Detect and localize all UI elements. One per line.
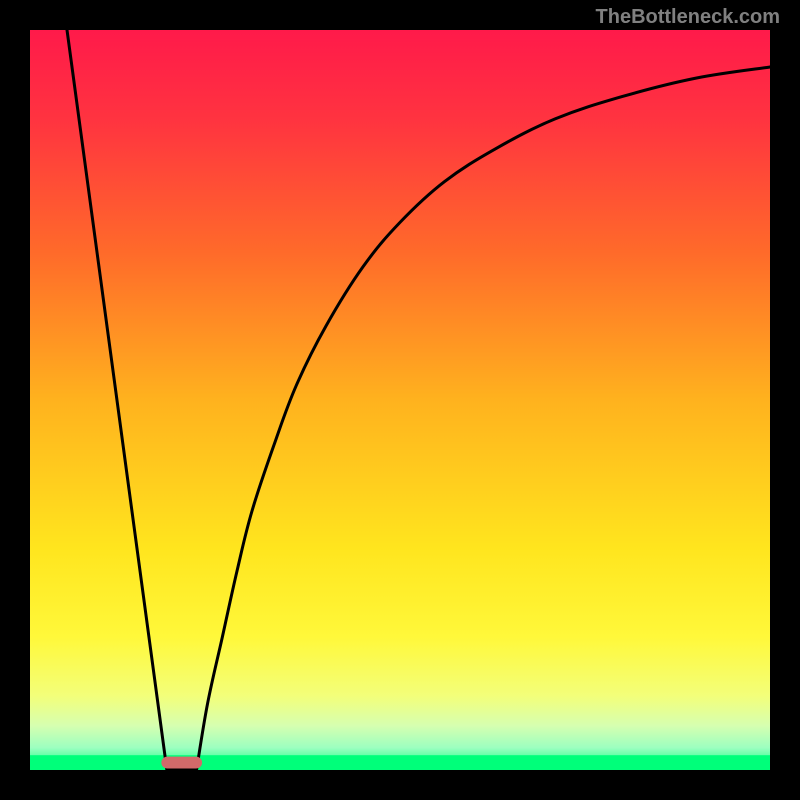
watermark-text: TheBottleneck.com [596, 6, 780, 29]
chart-container: TheBottleneck.com [0, 0, 800, 800]
bottleneck-chart [0, 0, 800, 800]
